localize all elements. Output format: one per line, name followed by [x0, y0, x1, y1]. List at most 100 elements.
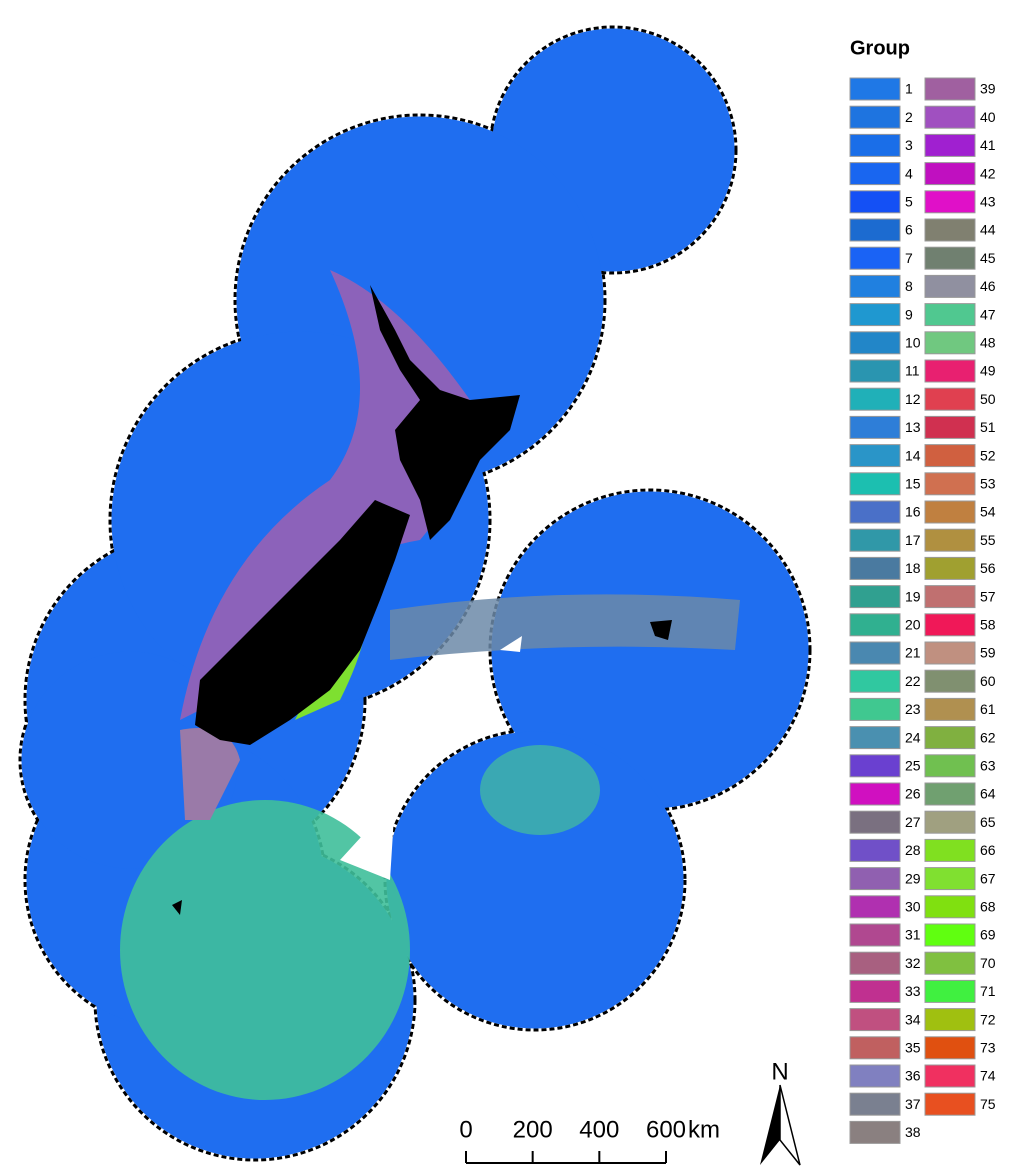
legend-swatch — [925, 445, 975, 467]
legend-swatch — [850, 360, 900, 382]
legend-label: 41 — [980, 137, 996, 153]
legend-swatch — [925, 360, 975, 382]
legend-label: 3 — [905, 137, 913, 153]
legend-swatch — [850, 445, 900, 467]
map-figure: Group 1234567891011121314151617181920212… — [0, 0, 1015, 1169]
legend-label: 18 — [905, 560, 921, 576]
legend-label: 27 — [905, 814, 921, 830]
legend-label: 13 — [905, 419, 921, 435]
legend-swatch — [850, 924, 900, 946]
legend-swatch — [925, 924, 975, 946]
legend-swatch — [850, 106, 900, 128]
legend-label: 5 — [905, 194, 913, 210]
north-label: N — [771, 1058, 788, 1085]
scale-label: 200 — [513, 1116, 553, 1143]
legend-swatch — [850, 332, 900, 354]
legend-swatch — [850, 642, 900, 664]
legend-swatch — [925, 1009, 975, 1031]
legend-label: 14 — [905, 447, 921, 463]
legend-label: 45 — [980, 250, 996, 266]
legend-swatch — [925, 78, 975, 100]
legend-label: 74 — [980, 1068, 996, 1084]
legend-swatch — [850, 670, 900, 692]
legend-swatch — [850, 163, 900, 185]
legend-swatch — [850, 134, 900, 156]
legend-label: 56 — [980, 560, 996, 576]
scale-unit: km — [688, 1116, 720, 1143]
legend-label: 6 — [905, 222, 913, 238]
legend-swatch — [925, 868, 975, 890]
legend-label: 43 — [980, 194, 996, 210]
legend-label: 35 — [905, 1040, 921, 1056]
legend-label: 24 — [905, 729, 921, 745]
legend-swatch — [850, 614, 900, 636]
legend-swatch — [925, 727, 975, 749]
legend-swatch — [925, 163, 975, 185]
legend-swatch — [925, 134, 975, 156]
legend-swatch — [850, 727, 900, 749]
legend-swatch — [850, 416, 900, 438]
legend-swatch — [925, 642, 975, 664]
legend-label: 59 — [980, 645, 996, 661]
legend-swatch — [925, 473, 975, 495]
legend-label: 11 — [905, 363, 920, 379]
legend-swatch — [850, 304, 900, 326]
legend-label: 39 — [980, 81, 996, 97]
legend-label: 37 — [905, 1096, 921, 1112]
legend-label: 29 — [905, 870, 921, 886]
legend-label: 30 — [905, 899, 921, 915]
legend-label: 72 — [980, 1011, 996, 1027]
legend-swatch — [925, 501, 975, 523]
legend-label: 23 — [905, 701, 921, 717]
legend-swatch — [850, 191, 900, 213]
legend-label: 28 — [905, 842, 921, 858]
legend-label: 9 — [905, 306, 913, 322]
legend-swatch — [925, 755, 975, 777]
legend-label: 10 — [905, 335, 921, 351]
legend-swatch — [850, 811, 900, 833]
legend-swatch — [925, 219, 975, 241]
legend-swatch — [850, 783, 900, 805]
legend-swatch — [850, 896, 900, 918]
legend-swatch — [925, 1093, 975, 1115]
legend-label: 68 — [980, 899, 996, 915]
legend-label: 75 — [980, 1096, 996, 1112]
legend-label: 69 — [980, 927, 996, 943]
legend-label: 67 — [980, 870, 996, 886]
legend-swatch — [925, 1065, 975, 1087]
legend-swatch — [925, 980, 975, 1002]
legend-label: 70 — [980, 955, 996, 971]
legend-swatch — [925, 557, 975, 579]
legend-label: 17 — [905, 532, 921, 548]
legend-label: 42 — [980, 165, 996, 181]
legend-label: 16 — [905, 504, 921, 520]
legend-label: 52 — [980, 447, 996, 463]
legend-label: 31 — [905, 927, 921, 943]
legend-swatch — [925, 839, 975, 861]
legend-label: 4 — [905, 165, 913, 181]
legend-swatch — [925, 783, 975, 805]
legend-label: 49 — [980, 363, 996, 379]
legend-swatch — [850, 1121, 900, 1143]
legend-swatch — [850, 1009, 900, 1031]
legend-label: 1 — [905, 81, 913, 97]
legend-label: 57 — [980, 588, 996, 604]
legend-label: 53 — [980, 476, 996, 492]
legend-swatch — [850, 78, 900, 100]
legend-label: 48 — [980, 335, 996, 351]
legend-label: 38 — [905, 1124, 921, 1140]
legend-label: 61 — [980, 701, 996, 717]
scale-label: 0 — [459, 1116, 472, 1143]
legend-swatch — [850, 839, 900, 861]
legend: 1234567891011121314151617181920212223242… — [850, 78, 996, 1143]
legend-swatch — [850, 698, 900, 720]
legend-label: 46 — [980, 278, 996, 294]
legend-swatch — [925, 247, 975, 269]
legend-swatch — [925, 191, 975, 213]
legend-label: 58 — [980, 617, 996, 633]
legend-swatch — [925, 670, 975, 692]
legend-swatch — [850, 868, 900, 890]
legend-label: 62 — [980, 729, 996, 745]
legend-label: 47 — [980, 306, 996, 322]
